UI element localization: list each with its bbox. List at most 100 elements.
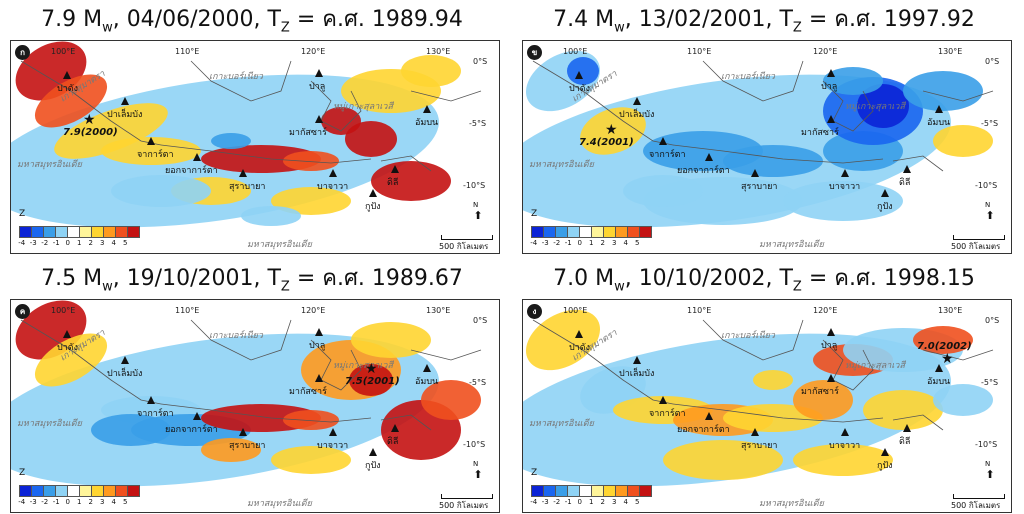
ambon-marker — [423, 105, 431, 113]
ambon-label: อัมบน — [927, 377, 951, 387]
lat-5-label: -5°S — [981, 378, 999, 387]
dili-label: ดิลี — [387, 178, 399, 188]
banyuwangi-marker — [329, 428, 337, 436]
z-contour-patch — [753, 370, 793, 390]
legend-tick: -3 — [541, 498, 549, 506]
legend-ticks: -4 -3 -2 -1 0 1 2 3 4 5 — [528, 498, 643, 506]
z-contour-patch — [345, 121, 397, 157]
palu-label: ปาลู — [309, 341, 326, 351]
coastline — [310, 339, 362, 391]
z-contour-patch — [663, 440, 783, 480]
scale-bar — [441, 494, 493, 499]
palembang-label: ปาเล็มบัง — [619, 110, 655, 120]
lat-5-label: -5°S — [981, 119, 999, 128]
jakarta-label: จาการ์ตา — [137, 409, 174, 419]
epicenter-label: 7.9(2000) — [63, 127, 118, 138]
z-value-map: ค 100°E 110°E 120°E 130°E 0°S -5°S -10°S… — [10, 299, 500, 513]
coastline — [380, 414, 432, 431]
legend-tick: -2 — [553, 239, 561, 247]
panel-badge: ง — [527, 304, 542, 319]
sulawesi-label: หมู่เกาะสุลาเวสี — [333, 102, 393, 112]
lon-120-label: 120°E — [813, 306, 838, 315]
ambon-label: อัมบน — [415, 377, 439, 387]
coastline — [672, 403, 884, 423]
dili-label: ดิลี — [387, 437, 399, 447]
dili-marker — [903, 424, 911, 432]
z-contour-patch — [823, 67, 883, 95]
legend-tick: -2 — [553, 498, 561, 506]
palu-label: ปาลู — [821, 341, 838, 351]
palembang-marker — [121, 356, 129, 364]
banyuwangi-marker — [329, 169, 337, 177]
z-contour-patch — [201, 438, 261, 462]
scale-bar — [953, 494, 1005, 499]
dili-label: ดิลี — [899, 437, 911, 447]
scale-label: 500 กิโลเมตร — [951, 501, 1001, 510]
legend-tick: 4 — [111, 498, 116, 506]
z-contour-patch — [283, 410, 339, 430]
lon-100-label: 100°E — [51, 47, 76, 56]
padang-marker — [575, 330, 583, 338]
coastline — [822, 339, 874, 391]
z-contour-patch — [283, 151, 339, 171]
palu-marker — [827, 328, 835, 336]
z-contour-patch — [857, 84, 909, 128]
padang-label: ปาดัง — [57, 84, 79, 94]
legend-ticks: -4 -3 -2 -1 0 1 2 3 4 5 — [16, 498, 131, 506]
jakarta-marker — [659, 137, 667, 145]
lon-120-label: 120°E — [301, 306, 326, 315]
epicenter-star: ★ — [605, 122, 618, 138]
palembang-label: ปาเล็มบัง — [107, 369, 143, 379]
lat-10-label: -10°S — [463, 440, 486, 449]
legend-tick: 2 — [88, 239, 93, 247]
makassar-label: มากัสซาร์ — [801, 128, 839, 138]
dili-label: ดิลี — [899, 178, 911, 188]
legend-swatch — [127, 485, 140, 497]
legend-tick: 1 — [77, 498, 82, 506]
palembang-label: ปาเล็มบัง — [619, 369, 655, 379]
dili-marker — [391, 424, 399, 432]
z-value-map: ง 100°E 110°E 120°E 130°E 0°S -5°S -10°S… — [522, 299, 1012, 513]
palembang-marker — [633, 356, 641, 364]
indian-ocean-west-label: มหาสมุทรอินเดีย — [529, 419, 594, 429]
borneo-label: เกาะบอร์เนียว — [209, 72, 263, 82]
lat-10-label: -10°S — [463, 181, 486, 190]
panel-a: 7.9 Mw, 04/06/2000, TZ = ค.ศ. 1989.94 ก … — [0, 0, 504, 255]
lat-10-label: -10°S — [975, 440, 998, 449]
surabaya-label: สุราบายา — [741, 441, 778, 451]
yogyakarta-label: ยอกจาการ์ตา — [677, 166, 730, 176]
legend-tick: 3 — [612, 239, 617, 247]
kupang-label: กูปัง — [877, 461, 893, 471]
makassar-label: มากัสซาร์ — [289, 128, 327, 138]
banyuwangi-label: บาจาวา — [829, 182, 861, 192]
legend-tick: 4 — [623, 498, 628, 506]
legend-tick: -1 — [52, 498, 60, 506]
legend-swatch — [639, 226, 652, 238]
panel-b: 7.4 Mw, 13/02/2001, TZ = ค.ศ. 1997.92 ข … — [512, 0, 1016, 255]
legend-tick: -3 — [29, 498, 37, 506]
map-canvas — [523, 50, 994, 228]
ambon-marker — [935, 105, 943, 113]
dili-marker — [903, 165, 911, 173]
z-contour-patch — [526, 309, 600, 371]
z-contour-patch — [111, 175, 211, 207]
padang-label: ปาดัง — [57, 343, 79, 353]
surabaya-marker — [239, 428, 247, 436]
legend-tick: -1 — [52, 239, 60, 247]
z-value-map: ก 100°E 110°E 120°E 130°E 0°S -5°S -10°S… — [10, 40, 500, 254]
palu-marker — [827, 69, 835, 77]
panel-title: 7.4 Mw, 13/02/2001, TZ = ค.ศ. 1997.92 — [553, 7, 975, 36]
z-contour-patch — [903, 71, 983, 111]
legend-title: Z — [531, 468, 538, 478]
coastline — [702, 319, 804, 361]
epicenter-label: 7.5(2001) — [345, 376, 400, 387]
z-contour-patch — [101, 137, 201, 165]
coastline — [410, 349, 482, 361]
north-label: N — [473, 201, 479, 209]
legend-tick: 1 — [77, 239, 82, 247]
borneo-label: เกาะบอร์เนียว — [721, 331, 775, 341]
makassar-label: มากัสซาร์ — [801, 387, 839, 397]
legend-swatch — [127, 226, 140, 238]
ambon-label: อัมบน — [415, 118, 439, 128]
